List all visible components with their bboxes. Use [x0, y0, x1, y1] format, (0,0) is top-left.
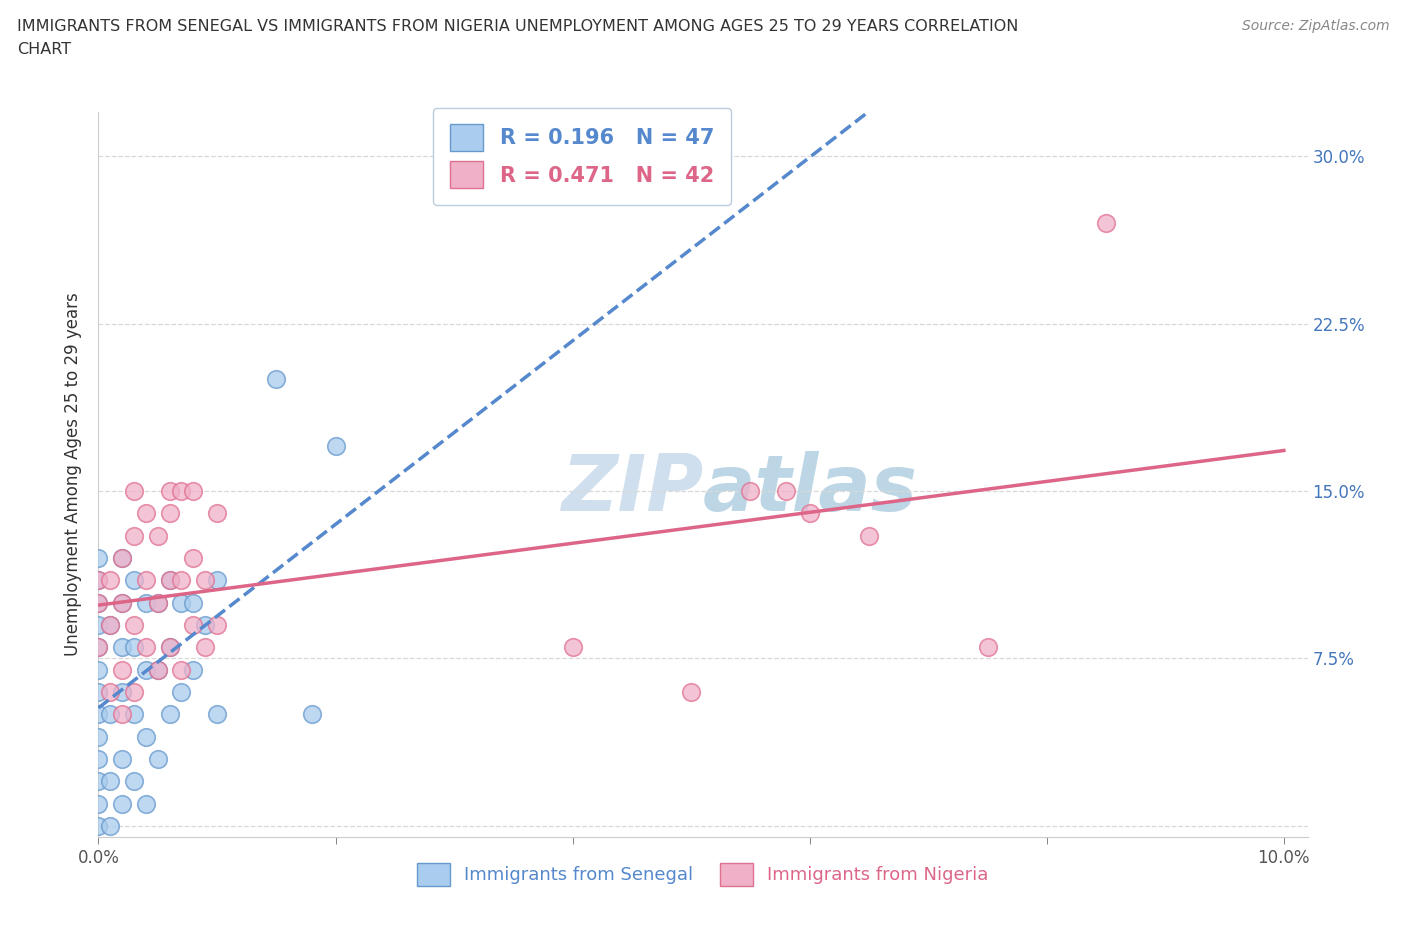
Point [194, 573, 217, 588]
Point [181, 662, 204, 677]
Point [111, 662, 134, 677]
Point [170, 573, 193, 588]
Point [159, 640, 181, 655]
Point [146, 662, 169, 677]
Point [122, 640, 145, 655]
Text: CHART: CHART [17, 42, 70, 57]
Y-axis label: Unemployment Among Ages 25 to 29 years: Unemployment Among Ages 25 to 29 years [65, 292, 83, 657]
Point [87, 707, 110, 722]
Point [98, 618, 121, 632]
Point [87, 751, 110, 766]
Point [976, 640, 998, 655]
Point [799, 506, 821, 521]
Point [135, 573, 157, 588]
Point [98, 684, 121, 699]
Point [87, 595, 110, 610]
Point [146, 595, 169, 610]
Point [87, 729, 110, 744]
Point [122, 484, 145, 498]
Point [98, 774, 121, 789]
Point [159, 573, 181, 588]
Point [111, 551, 134, 565]
Point [135, 796, 157, 811]
Point [170, 662, 193, 677]
Point [87, 684, 110, 699]
Point [170, 684, 193, 699]
Text: Source: ZipAtlas.com: Source: ZipAtlas.com [1241, 19, 1389, 33]
Point [135, 640, 157, 655]
Point [264, 372, 287, 387]
Text: ZIP: ZIP [561, 451, 703, 526]
Point [146, 528, 169, 543]
Point [740, 484, 762, 498]
Point [111, 796, 134, 811]
Point [146, 751, 169, 766]
Point [561, 640, 583, 655]
Point [858, 528, 880, 543]
Point [681, 684, 703, 699]
Point [301, 707, 323, 722]
Point [111, 707, 134, 722]
Point [181, 595, 204, 610]
Point [146, 595, 169, 610]
Point [122, 618, 145, 632]
Point [87, 595, 110, 610]
Point [98, 707, 121, 722]
Legend: Immigrants from Senegal, Immigrants from Nigeria: Immigrants from Senegal, Immigrants from… [411, 856, 995, 893]
Point [98, 618, 121, 632]
Point [170, 595, 193, 610]
Point [87, 796, 110, 811]
Point [111, 684, 134, 699]
Point [87, 573, 110, 588]
Point [87, 640, 110, 655]
Point [87, 618, 110, 632]
Point [111, 595, 134, 610]
Point [159, 707, 181, 722]
Point [159, 640, 181, 655]
Point [87, 662, 110, 677]
Point [775, 484, 797, 498]
Point [111, 640, 134, 655]
Point [181, 484, 204, 498]
Point [205, 618, 228, 632]
Point [205, 506, 228, 521]
Point [87, 818, 110, 833]
Point [111, 551, 134, 565]
Point [135, 662, 157, 677]
Point [205, 573, 228, 588]
Point [98, 573, 121, 588]
Point [122, 528, 145, 543]
Point [1095, 216, 1118, 231]
Point [111, 751, 134, 766]
Point [87, 640, 110, 655]
Point [146, 662, 169, 677]
Point [87, 573, 110, 588]
Point [122, 573, 145, 588]
Text: IMMIGRANTS FROM SENEGAL VS IMMIGRANTS FROM NIGERIA UNEMPLOYMENT AMONG AGES 25 TO: IMMIGRANTS FROM SENEGAL VS IMMIGRANTS FR… [17, 19, 1018, 33]
Point [122, 684, 145, 699]
Point [135, 729, 157, 744]
Point [159, 484, 181, 498]
Point [135, 595, 157, 610]
Point [122, 774, 145, 789]
Text: atlas: atlas [703, 451, 918, 526]
Point [181, 551, 204, 565]
Point [111, 595, 134, 610]
Point [87, 551, 110, 565]
Point [98, 818, 121, 833]
Point [135, 506, 157, 521]
Point [170, 484, 193, 498]
Point [325, 439, 347, 454]
Point [194, 618, 217, 632]
Point [205, 707, 228, 722]
Point [181, 618, 204, 632]
Point [159, 506, 181, 521]
Point [194, 640, 217, 655]
Point [87, 774, 110, 789]
Point [122, 707, 145, 722]
Point [159, 573, 181, 588]
